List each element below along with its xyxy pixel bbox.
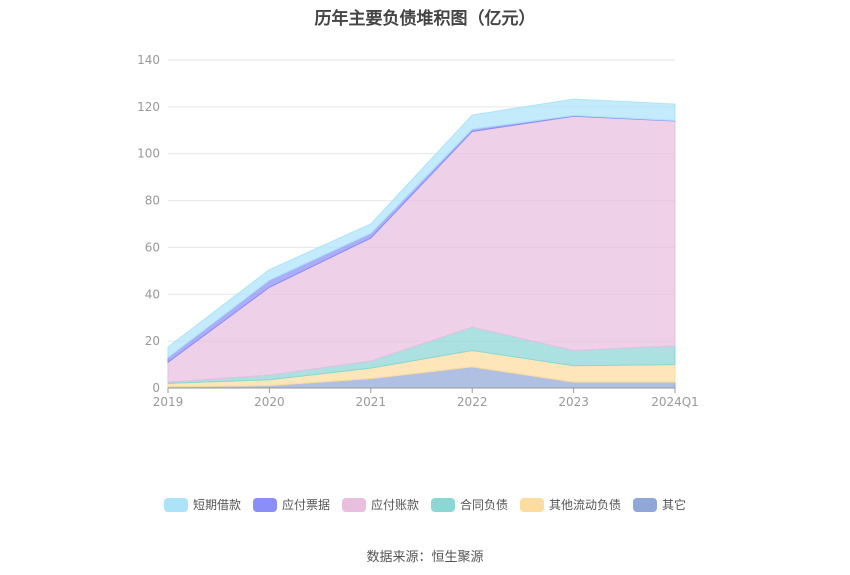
legend-label: 应付账款 [370,498,419,512]
y-tick-label: 80 [145,194,160,208]
legend-item[interactable]: 合同负债 [431,496,508,513]
legend-label: 合同负债 [460,498,509,512]
x-tick-label: 2020 [254,395,285,409]
area-应付账款 [167,115,676,383]
y-tick-label: 40 [145,287,160,301]
legend: 短期借款 应付票据 应付账款 合同负债 其他流动负债 其它 [0,496,850,513]
y-tick-label: 140 [137,53,160,67]
legend-label: 其他流动负债 [549,498,622,512]
x-tick-label: 2024Q1 [651,395,699,409]
legend-item[interactable]: 应付账款 [341,496,419,513]
legend-item[interactable]: 其他流动负债 [520,496,621,513]
x-tick-label: 2019 [153,395,184,409]
legend-item[interactable]: 应付票据 [252,496,330,513]
legend-swatch [252,497,277,512]
chart-plot: 0 20 40 60 80 100 120 140 2019 2020 2021 2022 2023 20… [137,53,699,409]
source-label: 数据来源：恒生聚源 [366,550,484,565]
area-短期借款 [167,98,676,359]
legend-swatch [520,497,545,512]
area-series [167,98,676,389]
x-tick-label: 2022 [457,395,488,409]
legend-swatch [163,497,188,512]
legend-item[interactable]: 短期借款 [163,496,241,513]
legend-label: 其它 [662,498,687,512]
y-tick-label: 120 [137,100,160,114]
legend-swatch [633,497,658,512]
legend-label: 应付票据 [281,498,330,512]
legend-swatch [341,497,366,512]
y-tick-label: 20 [145,334,160,348]
y-tick-label: 100 [137,147,160,161]
x-tick-label: 2021 [356,395,387,409]
legend-item[interactable]: 其它 [633,496,686,513]
y-tick-label: 60 [145,240,160,254]
legend-swatch [431,497,455,512]
y-tick-label: 0 [152,381,160,395]
chart-title: 历年主要负债堆积图（亿元） [314,9,536,29]
axes: 0 20 40 60 80 100 120 140 2019 2020 2021 2022 2023 20… [137,53,699,409]
legend-label: 短期借款 [192,498,241,512]
x-tick-label: 2023 [558,395,589,409]
